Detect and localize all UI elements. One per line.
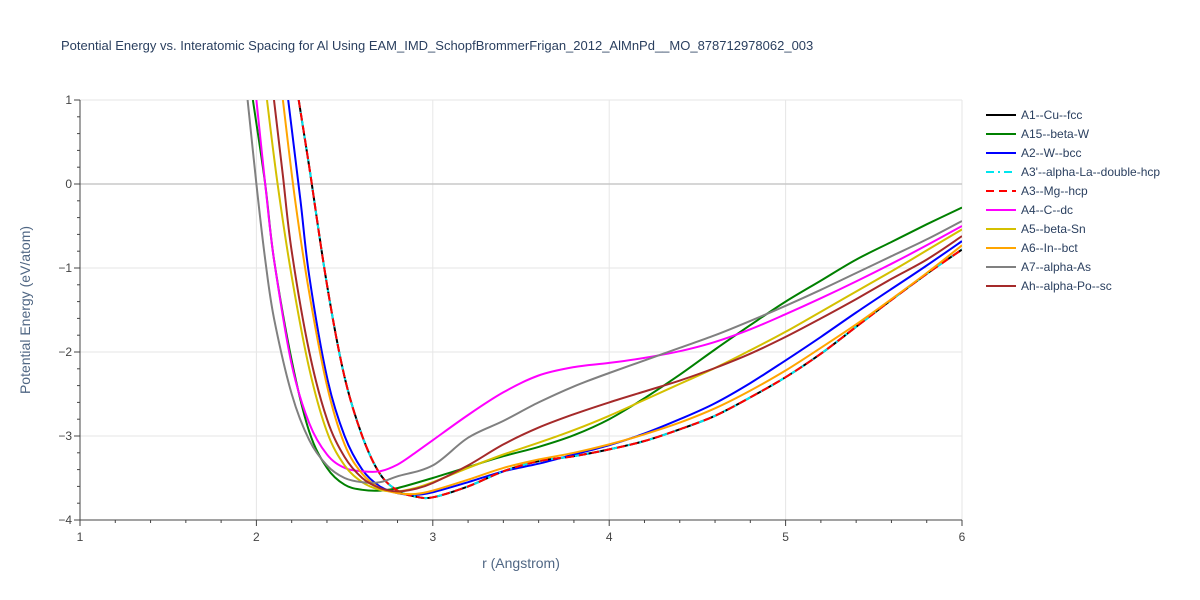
legend-item-a5-beta-sn[interactable]: A5--beta-Sn bbox=[986, 222, 1086, 236]
x-tick-label: 2 bbox=[253, 530, 260, 544]
legend-item-ah-alpha-po-sc[interactable]: Ah--alpha-Po--sc bbox=[986, 279, 1112, 293]
x-tick-label: 6 bbox=[959, 530, 966, 544]
plot-area[interactable] bbox=[246, 100, 962, 500]
x-axis-label: r (Angstrom) bbox=[482, 555, 560, 571]
axes: 1 2 3 4 5 6 1 0 −1 −2 −3 −4 bbox=[58, 93, 965, 544]
series-line-ah-alpha-po-sc[interactable] bbox=[273, 100, 962, 493]
legend-label: A3'--alpha-La--double-hcp bbox=[1021, 165, 1160, 179]
legend-label: A4--C--dc bbox=[1021, 203, 1073, 217]
legend-item-a1-cu-fcc[interactable]: A1--Cu--fcc bbox=[986, 108, 1082, 122]
legend-item-a2-w-bcc[interactable]: A2--W--bcc bbox=[986, 146, 1081, 160]
legend-label: A6--In--bct bbox=[1021, 241, 1078, 255]
series-line-a7-alpha-as[interactable] bbox=[246, 100, 962, 484]
x-tick-label: 1 bbox=[77, 530, 84, 544]
legend-item-a3-mg-hcp[interactable]: A3--Mg--hcp bbox=[986, 184, 1088, 198]
legend-item-a7-alpha-as[interactable]: A7--alpha-As bbox=[986, 260, 1091, 274]
legend-item-a3-alpha-la-double-hcp[interactable]: A3'--alpha-La--double-hcp bbox=[986, 165, 1160, 179]
y-tick-label: −2 bbox=[58, 345, 72, 359]
y-tick-label: 0 bbox=[65, 177, 72, 191]
chart-title: Potential Energy vs. Interatomic Spacing… bbox=[61, 38, 813, 53]
legend-label: A1--Cu--fcc bbox=[1021, 108, 1082, 122]
series-line-a15-beta-w[interactable] bbox=[251, 100, 962, 492]
legend-item-a4-c-dc[interactable]: A4--C--dc bbox=[986, 203, 1073, 217]
legend-label: Ah--alpha-Po--sc bbox=[1021, 279, 1112, 293]
y-axis-label: Potential Energy (eV/atom) bbox=[17, 226, 33, 394]
legend-item-a15-beta-w[interactable]: A15--beta-W bbox=[986, 127, 1090, 141]
y-tick-label: 1 bbox=[65, 93, 72, 107]
x-tick-label: 3 bbox=[429, 530, 436, 544]
series-line-a2-w-bcc[interactable] bbox=[287, 100, 962, 496]
legend-item-a6-in-bct[interactable]: A6--In--bct bbox=[986, 241, 1078, 255]
legend-label: A3--Mg--hcp bbox=[1021, 184, 1088, 198]
series-line-a4-c-dc[interactable] bbox=[255, 100, 962, 473]
legend[interactable]: A1--Cu--fcc A15--beta-W A2--W--bcc A3'--alp… bbox=[986, 108, 1160, 293]
grid bbox=[80, 99, 963, 520]
legend-label: A15--beta-W bbox=[1021, 127, 1090, 141]
y-tick-label: −4 bbox=[58, 513, 72, 527]
legend-label: A2--W--bcc bbox=[1021, 146, 1081, 160]
x-tick-label: 4 bbox=[606, 530, 613, 544]
series-line-a3-mg-hcp[interactable] bbox=[297, 100, 962, 500]
series-line-a6-in-bct[interactable] bbox=[281, 100, 962, 496]
legend-label: A5--beta-Sn bbox=[1021, 222, 1086, 236]
legend-label: A7--alpha-As bbox=[1021, 260, 1091, 274]
x-tick-label: 5 bbox=[782, 530, 789, 544]
series-line-a5-beta-sn[interactable] bbox=[266, 100, 962, 493]
y-tick-label: −1 bbox=[58, 261, 72, 275]
y-tick-label: −3 bbox=[58, 429, 72, 443]
